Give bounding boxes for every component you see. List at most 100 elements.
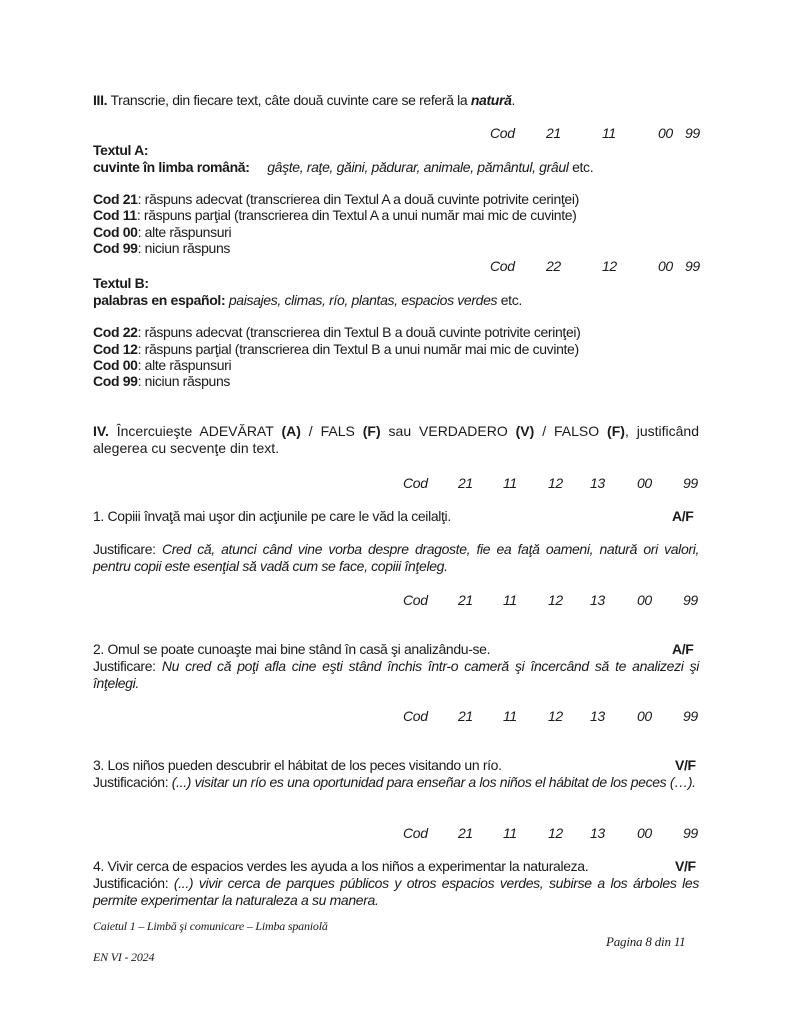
- code-row-a: Cod 21 11 00 99: [0, 125, 792, 142]
- code-value: 00: [658, 125, 673, 141]
- justification-text: (...) vivir cerca de parques públicos y …: [93, 875, 699, 908]
- prompt-bold: (A): [281, 423, 301, 439]
- code-value: 12: [548, 708, 563, 724]
- prompt-text: Încercuieşte ADEVĂRAT: [108, 423, 282, 439]
- justification-label: Justificare:: [93, 658, 162, 674]
- text-a-answers: cuvinte în limba română: gâşte, raţe, gă…: [93, 159, 594, 176]
- rubric-desc: : răspuns parţial (transcrierea din Text…: [137, 341, 580, 357]
- section-3-prompt: III. Transcrie, din fiecare text, câte d…: [93, 92, 515, 109]
- rubric-code: Cod 11: [93, 207, 137, 223]
- code-row: Cod 21 11 12 13 00 99: [0, 825, 792, 842]
- true-false-choice[interactable]: A/F: [672, 508, 694, 524]
- true-false-choice[interactable]: A/F: [672, 641, 694, 657]
- justification-label: Justificación:: [93, 774, 172, 790]
- code-value: 12: [548, 475, 563, 491]
- code-value: 11: [602, 125, 616, 141]
- code-value: 11: [503, 475, 517, 491]
- text-b-answers: palabras en español: paisajes, climas, r…: [93, 292, 522, 309]
- rubric-line: Cod 99: niciun răspuns: [93, 240, 230, 257]
- code-value: 21: [546, 125, 561, 141]
- rubric-line: Cod 00: alte răspunsuri: [93, 224, 232, 241]
- code-label: Cod: [490, 258, 515, 274]
- justification-label: Justificación:: [93, 875, 174, 891]
- answers-words: paisajes, climas, río, plantas, espacios…: [228, 292, 498, 308]
- answers-label: cuvinte în limba română:: [93, 159, 250, 175]
- code-value: 99: [685, 125, 700, 141]
- code-value: 11: [503, 708, 517, 724]
- prompt-end: .: [511, 92, 516, 108]
- rubric-line: Cod 99: niciun răspuns: [93, 373, 230, 390]
- rubric-line: Cod 12: răspuns parţial (transcrierea di…: [93, 341, 579, 358]
- rubric-code: Cod 00: [93, 357, 138, 373]
- code-value: 12: [548, 825, 563, 841]
- text-b-title: Textul B:: [93, 275, 149, 291]
- code-value: 99: [683, 475, 698, 491]
- code-value: 99: [683, 592, 698, 608]
- code-value: 13: [590, 475, 605, 491]
- etc: etc.: [497, 292, 523, 308]
- rubric-code: Cod 99: [93, 240, 138, 256]
- rubric-code: Cod 21: [93, 191, 138, 207]
- code-value: 00: [637, 825, 652, 841]
- code-value: 12: [548, 592, 563, 608]
- code-value: 13: [590, 592, 605, 608]
- statement: 2. Omul se poate cunoaşte mai bine stând…: [93, 641, 491, 657]
- footer-page-number: Pagina 8 din 11: [606, 934, 686, 949]
- rubric-line: Cod 21: răspuns adecvat (transcrierea di…: [93, 191, 579, 208]
- justification: Justificare: Nu cred că poţi afla cine e…: [93, 658, 699, 691]
- rubric-line: Cod 11: răspuns parţial (transcrierea di…: [93, 207, 577, 224]
- section-4-prompt: IV. Încercuieşte ADEVĂRAT (A) / FALS (F)…: [93, 423, 699, 456]
- footer-exam: EN VI - 2024: [93, 950, 155, 964]
- statement: 4. Vivir cerca de espacios verdes les ay…: [93, 858, 589, 874]
- code-value: 99: [683, 708, 698, 724]
- prompt-text: / FALSO: [534, 423, 608, 439]
- code-row: Cod 21 11 12 13 00 99: [0, 475, 792, 492]
- true-false-choice[interactable]: V/F: [675, 858, 696, 874]
- rubric-code: Cod 99: [93, 373, 138, 389]
- code-value: 13: [590, 825, 605, 841]
- statement: 1. Copiii învaţă mai uşor din acţiunile …: [93, 508, 451, 524]
- footer-booklet: Caietul 1 – Limbă şi comunicare – Limba …: [93, 919, 328, 933]
- code-value: 21: [458, 592, 473, 608]
- code-row: Cod 21 11 12 13 00 99: [0, 592, 792, 609]
- prompt-bold: (F): [362, 423, 381, 439]
- code-value: 21: [458, 825, 473, 841]
- section-number: IV.: [93, 423, 109, 439]
- justification: Justificación: (...) vivir cerca de parq…: [93, 875, 699, 908]
- code-value: 00: [637, 708, 652, 724]
- code-value: 00: [637, 592, 652, 608]
- code-value: 12: [602, 258, 617, 274]
- rubric-code: Cod 00: [93, 224, 138, 240]
- prompt-bold: (F): [607, 423, 625, 439]
- code-label: Cod: [403, 475, 428, 491]
- prompt-bold: (V): [515, 423, 535, 439]
- code-value: 00: [658, 258, 673, 274]
- code-value: 11: [503, 825, 517, 841]
- justification: Justificación: (...) visitar un río es u…: [93, 774, 699, 791]
- prompt-text: Transcrie, din fiecare text, câte două c…: [110, 92, 471, 108]
- code-row: Cod 21 11 12 13 00 99: [0, 708, 792, 725]
- justification-text: Cred că, atunci când vine vorba despre d…: [93, 541, 699, 574]
- prompt-text: / FALS: [300, 423, 363, 439]
- code-label: Cod: [403, 708, 428, 724]
- rubric-code: Cod 22: [93, 324, 138, 340]
- code-value: 21: [458, 475, 473, 491]
- rubric-desc: : răspuns adecvat (transcrierea din Text…: [137, 324, 581, 340]
- code-label: Cod: [403, 592, 428, 608]
- rubric-desc: : alte răspunsuri: [137, 357, 232, 373]
- rubric-line: Cod 22: răspuns adecvat (transcrierea di…: [93, 324, 581, 341]
- true-false-choice[interactable]: V/F: [675, 757, 696, 773]
- rubric-desc: : niciun răspuns: [137, 373, 231, 389]
- rubric-line: Cod 00: alte răspunsuri: [93, 357, 232, 374]
- justification-label: Justificare:: [93, 541, 162, 557]
- code-value: 99: [685, 258, 700, 274]
- rubric-desc: : răspuns adecvat (transcrierea din Text…: [137, 191, 580, 207]
- code-value: 00: [637, 475, 652, 491]
- prompt-emphasis: natură: [470, 92, 512, 108]
- answers-label: palabras en español:: [93, 292, 226, 308]
- justification-text: Nu cred că poţi afla cine eşti stând înc…: [93, 658, 699, 691]
- etc: etc.: [568, 159, 594, 175]
- rubric-desc: : alte răspunsuri: [137, 224, 232, 240]
- code-value: 13: [590, 708, 605, 724]
- rubric-desc: : niciun răspuns: [137, 240, 231, 256]
